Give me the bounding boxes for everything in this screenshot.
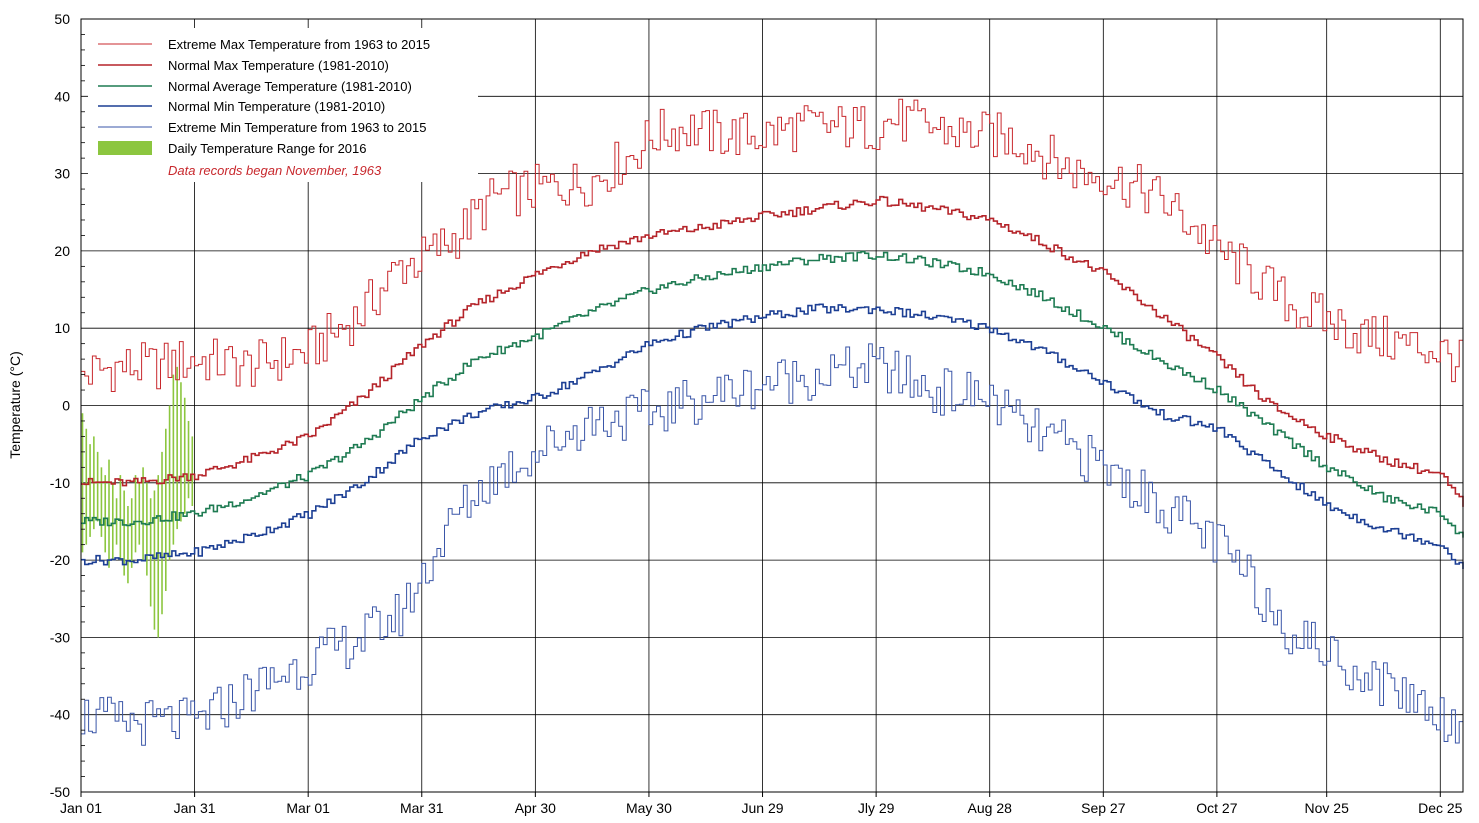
normal-min-line: [81, 303, 1464, 569]
y-tick-label: -20: [50, 552, 70, 568]
extreme-max-line: [81, 98, 1464, 392]
y-tick-label: -50: [50, 784, 70, 800]
x-tick-label: Nov 25: [1305, 800, 1350, 816]
y-tick-label: -30: [50, 629, 70, 645]
y-tick-label: 10: [54, 320, 70, 336]
y-axis-title: Temperature (°C): [7, 351, 23, 459]
x-tick-label: Oct 27: [1196, 800, 1237, 816]
x-tick-label: May 30: [626, 800, 672, 816]
x-tick-label: Jly 29: [858, 800, 895, 816]
x-tick-label: Mar 31: [400, 800, 444, 816]
x-tick-label: Apr 30: [515, 800, 556, 816]
y-tick-label: 50: [54, 11, 70, 27]
legend-label-normal-min: Normal Min Temperature (1981-2010): [168, 99, 385, 114]
normal-average-line: [81, 250, 1464, 538]
legend-label-daily-range: Daily Temperature Range for 2016: [168, 141, 367, 156]
x-tick-label: Mar 01: [286, 800, 330, 816]
extreme-min-line: [81, 343, 1464, 754]
legend-label-extreme-max: Extreme Max Temperature from 1963 to 201…: [168, 37, 430, 52]
series-lines: [81, 98, 1464, 754]
y-tick-label: 30: [54, 166, 70, 182]
plot-frame: [80, 18, 1464, 793]
x-tick-label: Sep 27: [1081, 800, 1126, 816]
legend-note: Data records began November, 1963: [168, 163, 382, 178]
y-tick-label: 0: [62, 398, 70, 414]
y-tick-label: 40: [54, 88, 70, 104]
legend-swatch-daily-range: [98, 141, 152, 155]
x-tick-label: Aug 28: [968, 800, 1013, 816]
legend: Extreme Max Temperature from 1963 to 201…: [88, 28, 478, 182]
x-tick-label: Dec 25: [1418, 800, 1463, 816]
y-tick-label: 20: [54, 243, 70, 259]
daily-range-bars: [81, 366, 194, 638]
x-tick-label: Jun 29: [742, 800, 784, 816]
legend-label-extreme-min: Extreme Min Temperature from 1963 to 201…: [168, 120, 426, 135]
x-tick-label: Jan 01: [60, 800, 102, 816]
x-tick-label: Jan 31: [174, 800, 216, 816]
legend-label-normal-average: Normal Average Temperature (1981-2010): [168, 79, 412, 94]
y-axis-ticks: 50 40 30 20 10 0 -10 -20 -30 -40 -50: [50, 11, 85, 800]
normal-max-line: [81, 195, 1464, 507]
y-tick-label: -10: [50, 475, 70, 491]
legend-background: [88, 28, 478, 182]
x-axis-ticks: Jan 01 Jan 31 Mar 01 Mar 31 Apr 30 May 30 Jun …: [60, 792, 1463, 816]
legend-label-normal-max: Normal Max Temperature (1981-2010): [168, 58, 389, 73]
y-tick-label: -40: [50, 707, 70, 723]
